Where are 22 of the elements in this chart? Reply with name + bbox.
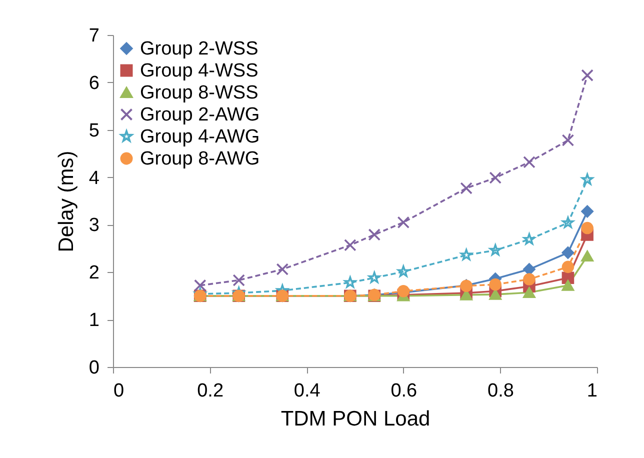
y-tick-label: 4: [88, 168, 100, 189]
x-tick-label: 0.4: [294, 380, 321, 402]
y-tick-label: 6: [88, 72, 100, 94]
x-axis-title: TDM PON Load: [280, 408, 430, 430]
y-tick-label: 7: [88, 26, 100, 46]
y-tick-label: 2: [88, 262, 100, 284]
x-tick-label: 0.6: [390, 380, 418, 402]
x-tick-label: 1: [586, 380, 598, 402]
x-tick-label: 0: [114, 380, 124, 402]
legend-label: Group 4-AWG: [140, 126, 260, 148]
y-tick-label: 0: [88, 358, 100, 378]
legend-label: Group 2-AWG: [140, 104, 260, 126]
legend-label: Group 8-AWG: [140, 148, 260, 170]
y-tick-label: 1: [88, 310, 100, 332]
legend-label: Group 2-WSS: [140, 38, 258, 60]
x-tick-label: 0.8: [487, 380, 514, 402]
y-tick-label: 5: [88, 120, 100, 142]
legend-label: Group 4-WSS: [140, 60, 258, 82]
y-tick-label: 3: [88, 215, 100, 236]
y-axis-title: Delay (ms): [54, 150, 78, 252]
x-tick-label: 0.2: [197, 380, 224, 402]
legend-label: Group 8-WSS: [140, 82, 258, 104]
